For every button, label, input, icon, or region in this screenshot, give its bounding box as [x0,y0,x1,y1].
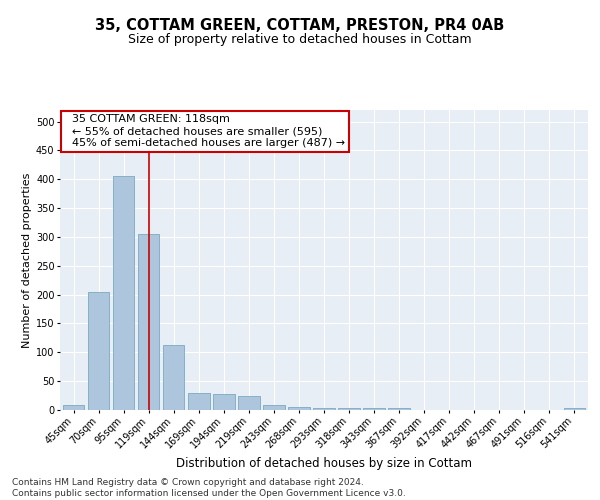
X-axis label: Distribution of detached houses by size in Cottam: Distribution of detached houses by size … [176,458,472,470]
Bar [388,408,410,410]
Bar [289,406,310,410]
Bar [563,408,585,410]
Bar [263,406,284,410]
Text: Contains HM Land Registry data © Crown copyright and database right 2024.
Contai: Contains HM Land Registry data © Crown c… [12,478,406,498]
Bar [238,396,260,410]
Bar [364,408,385,410]
Bar [188,392,209,410]
Bar [113,176,134,410]
Bar [163,346,184,410]
Text: 35 COTTAM GREEN: 118sqm
  ← 55% of detached houses are smaller (595)
  45% of se: 35 COTTAM GREEN: 118sqm ← 55% of detache… [65,114,346,148]
Bar [138,234,160,410]
Bar [63,406,85,410]
Bar [213,394,235,410]
Y-axis label: Number of detached properties: Number of detached properties [22,172,32,348]
Bar [88,292,109,410]
Text: Size of property relative to detached houses in Cottam: Size of property relative to detached ho… [128,32,472,46]
Bar [338,408,359,410]
Bar [313,408,335,410]
Text: 35, COTTAM GREEN, COTTAM, PRESTON, PR4 0AB: 35, COTTAM GREEN, COTTAM, PRESTON, PR4 0… [95,18,505,32]
